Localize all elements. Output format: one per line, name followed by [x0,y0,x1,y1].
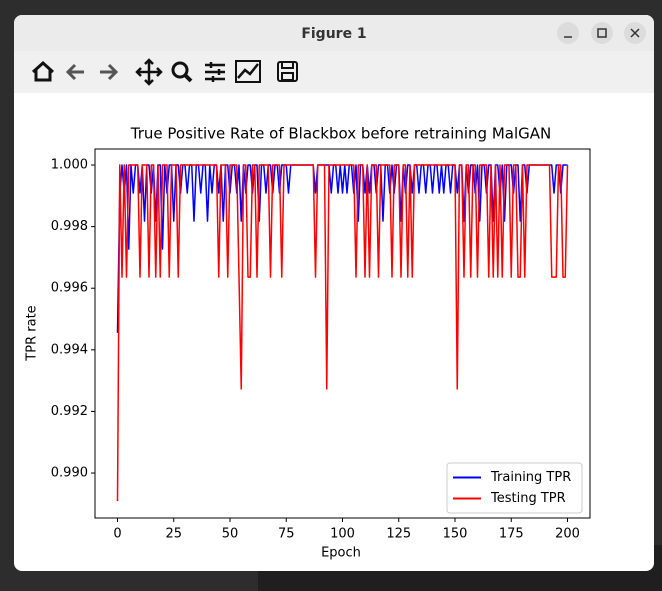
legend-box [446,462,583,514]
y-tick-label: 1.000 [51,158,88,173]
plot: True Positive Rate of Blackbox before re… [25,125,552,561]
legend-label: Training TPR [490,470,571,485]
back-button[interactable] [65,63,84,81]
x-axis-label: Epoch [321,546,361,561]
y-tick-label: 0.990 [51,466,88,481]
y-tick-label: 0.994 [51,342,88,357]
close-button[interactable] [624,22,646,44]
zoom-button[interactable] [171,61,193,83]
x-tick-label: 75 [278,527,295,542]
series-line [116,164,569,502]
pan-button[interactable] [135,58,163,86]
minimize-button[interactable] [557,22,579,44]
x-tick-label: 0 [113,527,121,542]
y-tick-label: 0.996 [51,281,88,296]
legend-label: Testing TPR [490,491,566,506]
x-tick-label: 50 [222,527,239,542]
axes-frame [94,148,591,519]
legend: Training TPR Testing TPR [446,462,583,514]
home-button[interactable] [31,60,55,82]
toolbar [14,51,654,93]
title-bar [14,15,654,51]
maximize-button[interactable] [591,22,613,44]
y-tick-label: 0.992 [51,404,88,419]
x-tick-label: 100 [330,527,355,542]
x-tick-label: 125 [386,527,411,542]
save-button[interactable] [277,61,298,82]
forward-button[interactable] [100,63,119,81]
configure-button[interactable] [205,62,225,82]
customize-button[interactable] [235,60,261,83]
chart-title: True Positive Rate of Blackbox before re… [130,125,551,143]
y-tick-label: 0.998 [51,219,88,234]
x-tick-label: 150 [443,527,468,542]
x-tick-label: 25 [165,527,182,542]
x-tick-label: 175 [499,527,524,542]
y-axis-label: TPR rate [25,305,40,361]
x-tick-label: 200 [555,527,580,542]
window-title: Figure 1 [301,26,366,42]
